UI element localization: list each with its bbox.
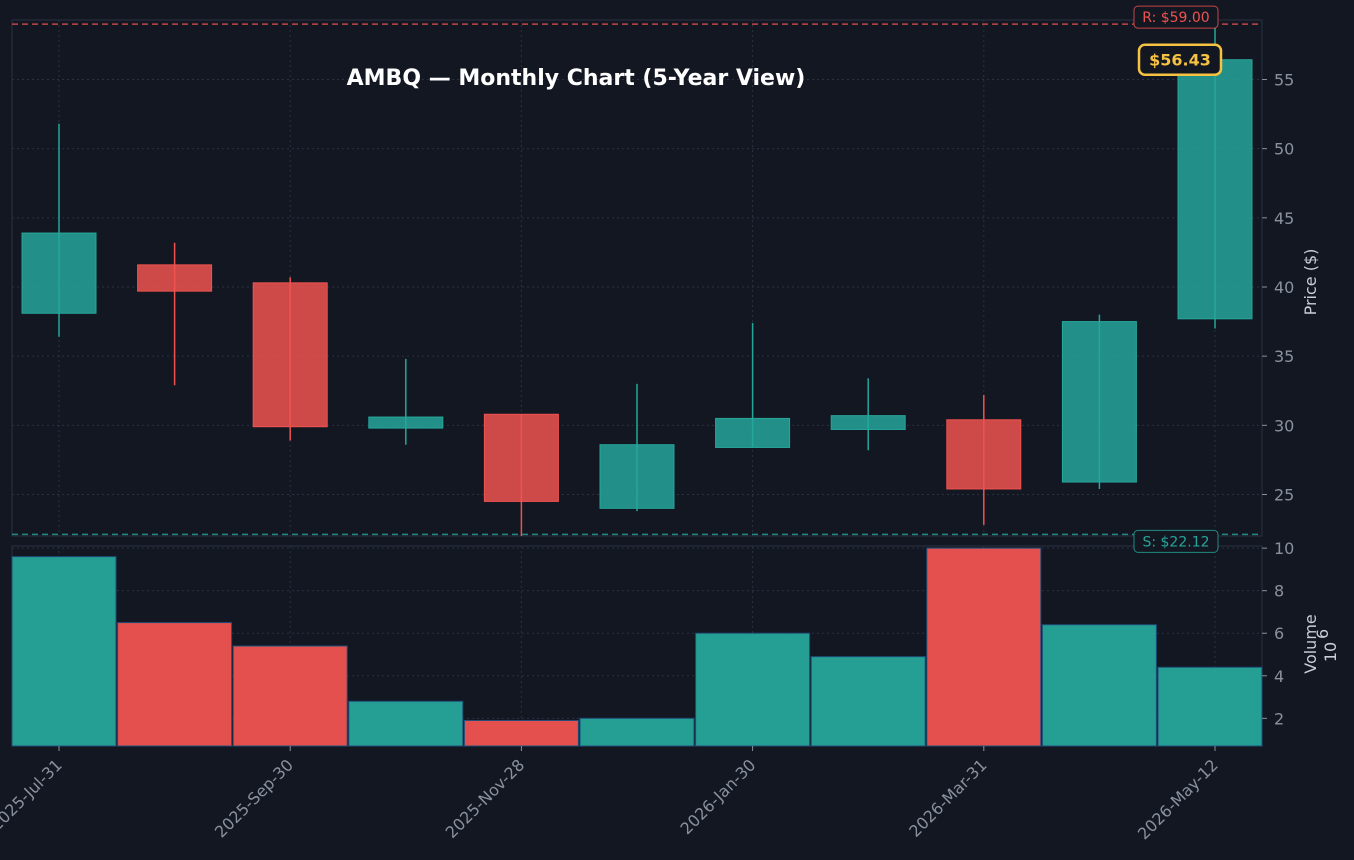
price-tick-label: 50 xyxy=(1274,140,1294,159)
volume-scale: 10 6 xyxy=(1313,629,1340,662)
candle-body xyxy=(599,444,675,509)
candle-body xyxy=(715,417,791,448)
price-tick-label: 35 xyxy=(1274,347,1294,366)
volume-axis-label: Volume xyxy=(1301,614,1320,674)
price-tick-label: 25 xyxy=(1274,485,1294,504)
volume-bar xyxy=(579,717,695,747)
label-layer: R: $59.00 S: $22.12 $56.43 xyxy=(1133,5,1223,553)
last-price-badge xyxy=(1137,43,1223,76)
resistance-label: R: $59.00 xyxy=(1142,10,1209,26)
volume-bar xyxy=(11,556,117,747)
candle-body xyxy=(946,419,1022,490)
candle-body xyxy=(21,232,97,314)
candle-layer xyxy=(21,24,1253,536)
support-label: S: $22.12 xyxy=(1142,534,1209,550)
volume-bar xyxy=(1041,624,1157,747)
volume-bar xyxy=(926,547,1042,747)
candle-body xyxy=(1177,59,1253,320)
volume-tick-label: 4 xyxy=(1274,667,1284,686)
volume-bar xyxy=(232,645,348,747)
volume-tick-label: 2 xyxy=(1274,709,1284,728)
price-tick-label: 30 xyxy=(1274,416,1294,435)
price-tick-label: 40 xyxy=(1274,278,1294,297)
resistance-label-box xyxy=(1133,5,1219,29)
price-tick-label: 55 xyxy=(1274,70,1294,89)
volume-layer xyxy=(11,547,1263,747)
volume-scale-base: 10 xyxy=(1321,642,1340,662)
candle-body xyxy=(368,416,444,429)
volume-tick-label: 8 xyxy=(1274,582,1284,601)
volume-tick-label: 6 xyxy=(1274,624,1284,643)
candle-body xyxy=(252,282,328,428)
volume-tick-label: 10 xyxy=(1274,539,1294,558)
level-layer xyxy=(12,23,1262,536)
last-price-label: $56.43 xyxy=(1149,51,1211,70)
volume-scale-exponent: 6 xyxy=(1313,629,1332,639)
volume-bar xyxy=(810,656,926,747)
volume-bar xyxy=(1157,666,1263,747)
candle-body xyxy=(1061,321,1137,483)
volume-bar xyxy=(463,719,579,747)
volume-bar xyxy=(117,622,233,747)
price-axis-label: Price ($) xyxy=(1301,249,1320,316)
volume-bar xyxy=(695,632,811,747)
support-label-box xyxy=(1133,529,1219,553)
candle-body xyxy=(137,264,213,292)
candle-body xyxy=(483,413,559,502)
candle-body xyxy=(830,415,906,430)
volume-bar xyxy=(348,700,464,747)
price-tick-label: 45 xyxy=(1274,209,1294,228)
chart-title: AMBQ — Monthly Chart (5-Year View) xyxy=(347,66,806,91)
